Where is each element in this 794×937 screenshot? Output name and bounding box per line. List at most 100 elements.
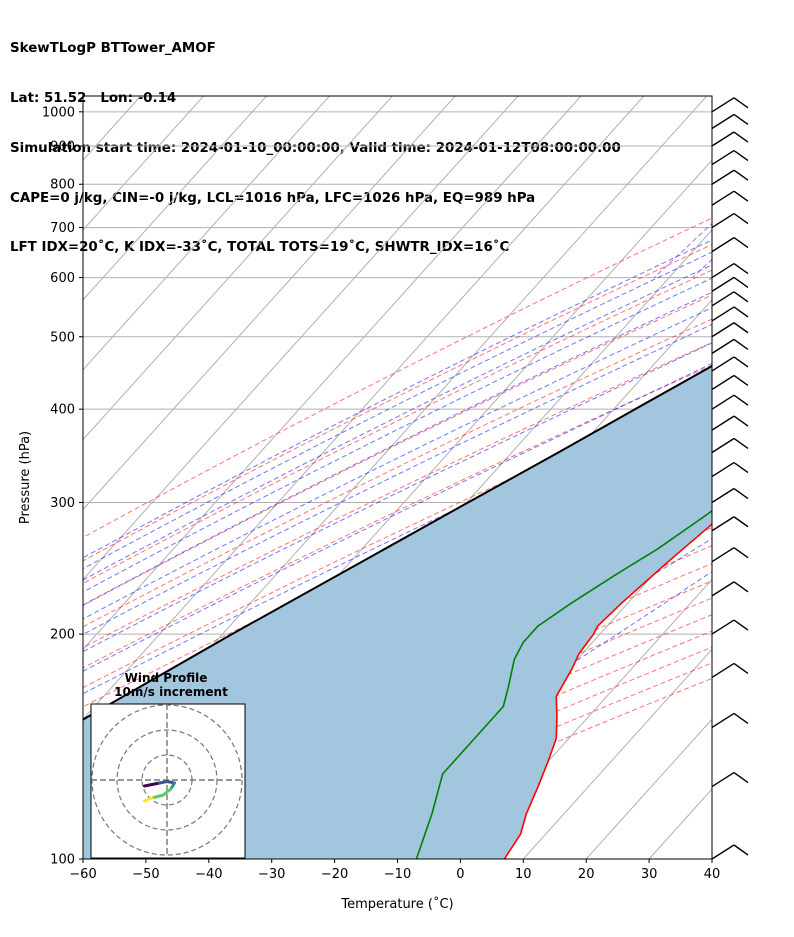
hodograph-segment (161, 787, 173, 797)
wind-barb-staff (711, 712, 735, 729)
index-line: LFT IDX=20˚C, K IDX=-33˚C, TOTAL TOTS=19… (10, 240, 510, 256)
wind-barb (711, 437, 749, 454)
wind-barb-flag (733, 322, 749, 334)
y-tick-label: 600 (50, 271, 75, 286)
wind-barb-staff (711, 516, 735, 532)
wind-barb (711, 291, 749, 307)
y-tick-label: 1000 (42, 105, 75, 120)
wind-barb-flag (733, 263, 749, 275)
wind-barb-flag (733, 844, 749, 856)
wind-barb-flag (733, 237, 749, 249)
wind-barb-flag (733, 547, 749, 559)
wind-barb (711, 131, 749, 147)
wind-barb-flag (733, 131, 749, 143)
y-tick-label: 700 (50, 221, 75, 236)
dry-adiabat (83, 342, 712, 649)
wind-barb-staff (711, 169, 735, 185)
isotherm-line (83, 96, 519, 581)
wind-barb-staff (711, 415, 735, 431)
wind-barb (711, 356, 749, 372)
wind-barb (711, 547, 749, 563)
wind-barb-staff (711, 291, 735, 307)
x-tick-label: −40 (195, 867, 222, 882)
wind-barb (711, 581, 749, 597)
wind-barb-staff (711, 461, 735, 478)
wind-barb (711, 338, 749, 354)
y-tick-label: 400 (50, 403, 75, 418)
isotherm-line (83, 96, 267, 301)
dry-adiabat (83, 269, 712, 585)
mixing-ratio-line (692, 258, 712, 278)
wind-barb-flag (733, 619, 749, 631)
hodograph-plot (91, 704, 245, 858)
moist-adiabat (83, 239, 712, 559)
wind-barb (711, 516, 749, 532)
wind-barb-staff (711, 149, 735, 166)
wind-barb-flag (733, 712, 749, 724)
wind-barb-staff (711, 374, 735, 391)
wind-barb-staff (711, 131, 735, 147)
wind-barb-staff (711, 487, 735, 504)
wind-barb (711, 322, 749, 338)
wind-barb (711, 772, 749, 788)
y-tick-label: 200 (50, 628, 75, 643)
dry-adiabat (83, 217, 712, 539)
isotherm-line (522, 648, 712, 859)
wind-barb (711, 619, 749, 635)
wind-barb-flag (733, 306, 749, 318)
wind-barb (711, 487, 749, 504)
wind-barb (711, 276, 749, 292)
wind-barb-flag (733, 190, 749, 202)
moist-adiabat (83, 291, 712, 606)
hodograph-segment (143, 796, 154, 803)
wind-barb-staff (711, 394, 735, 410)
wind-barb-flag (733, 97, 749, 109)
dry-adiabat (83, 386, 712, 689)
wind-barb (711, 844, 749, 860)
wind-barb-staff (711, 619, 735, 635)
wind-barb-flag (733, 516, 749, 528)
wind-barb (711, 712, 749, 729)
isotherm-line (83, 96, 645, 720)
moist-adiabat (83, 323, 712, 635)
moist-adiabat (83, 342, 712, 653)
wind-barb (711, 306, 749, 322)
wind-barb (711, 374, 749, 391)
x-axis-label: Temperature (˚C) (340, 896, 453, 912)
wind-barb-flag (733, 291, 749, 303)
dry-adiabat (83, 244, 712, 562)
wind-barb (711, 662, 749, 679)
chart-header: SkewTLogP BTTower_AMOF Lat: 51.52 Lon: -… (10, 8, 621, 274)
wind-barb-staff (711, 276, 735, 292)
hodograph-subtitle: 10m/s increment (114, 685, 228, 699)
dry-adiabat (83, 318, 712, 628)
wind-barb-flag (733, 356, 749, 368)
wind-barb (711, 262, 749, 279)
isotherm-line (83, 96, 456, 511)
wind-barb (711, 169, 749, 185)
wind-barb (711, 212, 749, 229)
wind-barb-staff (711, 237, 735, 253)
isotherm-line (83, 96, 393, 441)
isotherm-line (83, 96, 582, 651)
wind-barb-flag (733, 487, 749, 500)
wind-barb-flag (733, 394, 749, 406)
wind-barb-staff (711, 262, 735, 279)
parcel-line (83, 364, 712, 721)
moist-adiabat (83, 264, 712, 581)
wind-barb-staff (711, 190, 735, 206)
wind-barb-staff (711, 97, 735, 113)
moist-adiabat (83, 251, 712, 570)
wind-barb (711, 237, 749, 253)
wind-barb-flag (733, 461, 749, 474)
wind-barb-flag (733, 276, 749, 288)
temperature-line (503, 523, 712, 859)
wind-barb (711, 97, 749, 113)
wind-barb-flag (733, 113, 749, 126)
wind-barb-flag (733, 581, 749, 593)
x-tick-label: −20 (321, 867, 348, 882)
y-tick-label: 300 (50, 496, 75, 511)
wind-barb (711, 113, 749, 130)
wind-barb-flag (733, 149, 749, 162)
